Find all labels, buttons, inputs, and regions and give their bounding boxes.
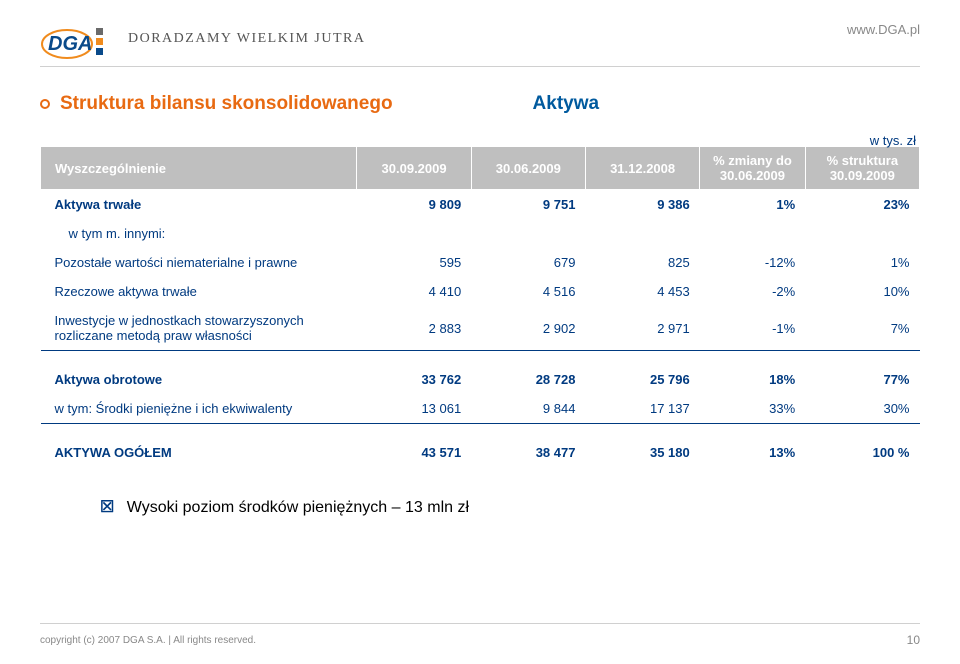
cell-value: 4 410	[357, 277, 471, 306]
cell-value: 679	[471, 248, 585, 277]
row-label: Pozostałe wartości niematerialne i prawn…	[41, 248, 357, 277]
tagline: DORADZAMY WIELKIM JUTRA	[128, 31, 366, 47]
cell-value: 1%	[700, 190, 805, 220]
table-row: AKTYWA OGÓŁEM43 57138 47735 18013%100 %	[41, 438, 920, 467]
cell-value: 4 453	[585, 277, 699, 306]
cell-value: 2 883	[357, 306, 471, 351]
cell-value: 825	[585, 248, 699, 277]
cell-value: 9 844	[471, 394, 585, 424]
row-label: Aktywa trwałe	[41, 190, 357, 220]
col-header: % zmiany do 30.06.2009	[700, 147, 805, 190]
table-row: Aktywa trwałe9 8099 7519 3861%23%	[41, 190, 920, 220]
cell-value: 35 180	[585, 438, 699, 467]
table-row: Inwestycje w jednostkach stowarzyszonych…	[41, 306, 920, 351]
cell-value: 13%	[700, 438, 805, 467]
dga-logo: DGA	[40, 18, 110, 60]
cell-value: 2 971	[585, 306, 699, 351]
cell-value: 7%	[805, 306, 919, 351]
cell-value: 77%	[805, 365, 919, 394]
footer-divider	[40, 623, 920, 624]
balance-table: Wyszczególnienie 30.09.2009 30.06.2009 3…	[40, 146, 920, 467]
cell-value	[585, 219, 699, 248]
page-title-right: Aktywa	[533, 93, 600, 115]
cell-value: 9 751	[471, 190, 585, 220]
cell-value: 9 809	[357, 190, 471, 220]
cell-value: 33%	[700, 394, 805, 424]
row-label: w tym: Środki pieniężne i ich ekwiwalent…	[41, 394, 357, 424]
row-label: AKTYWA OGÓŁEM	[41, 438, 357, 467]
cell-value: 100 %	[805, 438, 919, 467]
cell-value: 28 728	[471, 365, 585, 394]
note: ☒ Wysoki poziom środków pieniężnych – 13…	[40, 497, 920, 517]
table-row: w tym m. innymi:	[41, 219, 920, 248]
cell-value	[805, 219, 919, 248]
header: DGA DORADZAMY WIELKIM JUTRA www.DGA.pl	[0, 0, 960, 66]
cell-value: -2%	[700, 277, 805, 306]
cell-value: 33 762	[357, 365, 471, 394]
page-number: 10	[907, 633, 920, 647]
cell-value: 30%	[805, 394, 919, 424]
cell-value: 43 571	[357, 438, 471, 467]
copyright: copyright (c) 2007 DGA S.A. | All rights…	[40, 635, 256, 646]
footer: copyright (c) 2007 DGA S.A. | All rights…	[40, 623, 920, 648]
cell-value: 23%	[805, 190, 919, 220]
cell-value: 595	[357, 248, 471, 277]
cell-value: 18%	[700, 365, 805, 394]
cell-value	[471, 219, 585, 248]
content: Struktura bilansu skonsolidowanego Aktyw…	[0, 67, 960, 517]
row-label: Rzeczowe aktywa trwałe	[41, 277, 357, 306]
cell-value: 2 902	[471, 306, 585, 351]
check-icon: ☒	[100, 499, 114, 516]
col-header: 30.06.2009	[471, 147, 585, 190]
cell-value: -12%	[700, 248, 805, 277]
cell-value: -1%	[700, 306, 805, 351]
cell-value: 4 516	[471, 277, 585, 306]
cell-value: 1%	[805, 248, 919, 277]
website-url: www.DGA.pl	[847, 22, 920, 37]
cell-value	[700, 219, 805, 248]
row-label: w tym m. innymi:	[41, 219, 357, 248]
bullet-icon	[40, 99, 50, 109]
cell-value: 17 137	[585, 394, 699, 424]
row-label: Inwestycje w jednostkach stowarzyszonych…	[41, 306, 357, 351]
table-header-row: Wyszczególnienie 30.09.2009 30.06.2009 3…	[41, 147, 920, 190]
cell-value: 38 477	[471, 438, 585, 467]
cell-value	[357, 219, 471, 248]
table-row: Rzeczowe aktywa trwałe4 4104 5164 453-2%…	[41, 277, 920, 306]
cell-value: 13 061	[357, 394, 471, 424]
col-header: Wyszczególnienie	[41, 147, 357, 190]
page-title-left: Struktura bilansu skonsolidowanego	[60, 93, 393, 115]
svg-text:DGA: DGA	[48, 33, 92, 55]
table-row: Pozostałe wartości niematerialne i prawn…	[41, 248, 920, 277]
col-header: 30.09.2009	[357, 147, 471, 190]
note-text: Wysoki poziom środków pieniężnych – 13 m…	[127, 499, 469, 516]
table-row: w tym: Środki pieniężne i ich ekwiwalent…	[41, 394, 920, 424]
table-row: Aktywa obrotowe33 76228 72825 79618%77%	[41, 365, 920, 394]
title-row: Struktura bilansu skonsolidowanego Aktyw…	[40, 93, 920, 115]
row-label: Aktywa obrotowe	[41, 365, 357, 394]
col-header: 31.12.2008	[585, 147, 699, 190]
cell-value: 9 386	[585, 190, 699, 220]
col-header: % struktura 30.09.2009	[805, 147, 919, 190]
cell-value: 25 796	[585, 365, 699, 394]
cell-value: 10%	[805, 277, 919, 306]
